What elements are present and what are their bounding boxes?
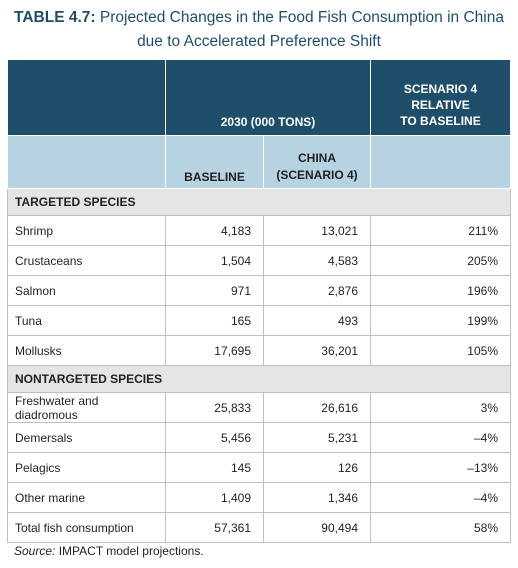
header-cell — [7, 135, 166, 189]
value-cell: 17,695 — [165, 335, 264, 366]
header-cell: 2030 (000 TONS) — [165, 60, 371, 136]
section-row: TARGETED SPECIES — [7, 188, 511, 216]
header-line: RELATIVE — [411, 98, 470, 112]
section-row: NONTARGETED SPECIES — [7, 365, 511, 393]
value-cell: –13% — [370, 452, 511, 483]
row-label: Other marine — [7, 482, 166, 513]
value-cell: 5,456 — [165, 422, 264, 453]
source-label: Source: — [14, 544, 56, 558]
header-cell — [7, 60, 166, 136]
value-cell: 90,494 — [263, 512, 371, 543]
source-note: Source: IMPACT model projections. — [14, 544, 204, 558]
row-label: Demersals — [7, 422, 166, 453]
header-line: CHINA — [298, 151, 336, 165]
row-label: Crustaceans — [7, 245, 166, 276]
title-text: Projected Changes in the Food Fish Consu… — [99, 9, 504, 50]
value-cell: 2,876 — [263, 275, 371, 306]
header-cell — [370, 135, 511, 189]
section-name: TARGETED SPECIES — [7, 188, 511, 216]
row-label: Freshwater and diadromous — [7, 392, 166, 423]
header-cell: CHINA (SCENARIO 4) — [263, 135, 371, 189]
row-label: Tuna — [7, 305, 166, 336]
value-cell: –4% — [370, 482, 511, 513]
value-cell: 5,231 — [263, 422, 371, 453]
data-row: Crustaceans 1,504 4,583 205% — [7, 245, 511, 276]
value-cell: 4,583 — [263, 245, 371, 276]
data-row: Shrimp 4,183 13,021 211% — [7, 215, 511, 246]
data-row: Mollusks 17,695 36,201 105% — [7, 335, 511, 366]
value-cell: 493 — [263, 305, 371, 336]
value-cell: –4% — [370, 422, 511, 453]
value-cell: 3% — [370, 392, 511, 423]
value-cell: 26,616 — [263, 392, 371, 423]
data-row: Tuna 165 493 199% — [7, 305, 511, 336]
subheader-row: BASELINE CHINA (SCENARIO 4) — [7, 135, 511, 189]
data-row: Salmon 971 2,876 196% — [7, 275, 511, 306]
value-cell: 1,409 — [165, 482, 264, 513]
value-cell: 196% — [370, 275, 511, 306]
value-cell: 1,346 — [263, 482, 371, 513]
header-cell: BASELINE — [165, 135, 264, 189]
data-row: Freshwater and diadromous 25,833 26,616 3% — [7, 392, 511, 423]
value-cell: 165 — [165, 305, 264, 336]
row-label: Salmon — [7, 275, 166, 306]
table-label: TABLE 4.7: — [14, 9, 96, 26]
value-cell: 25,833 — [165, 392, 264, 423]
value-cell: 4,183 — [165, 215, 264, 246]
row-label: Pelagics — [7, 452, 166, 483]
header-line: SCENARIO 4 — [403, 82, 478, 96]
header-line: (SCENARIO 4) — [276, 168, 358, 182]
value-cell: 126 — [263, 452, 371, 483]
value-cell: 57,361 — [165, 512, 264, 543]
data-row: Other marine 1,409 1,346 –4% — [7, 482, 511, 513]
value-cell: 199% — [370, 305, 511, 336]
source-text: IMPACT model projections. — [58, 544, 204, 558]
data-row: Demersals 5,456 5,231 –4% — [7, 422, 511, 453]
value-cell: 105% — [370, 335, 511, 366]
data-row: Total fish consumption 57,361 90,494 58% — [7, 512, 511, 543]
row-label: Shrimp — [7, 215, 166, 246]
row-label: Total fish consumption — [7, 512, 166, 543]
value-cell: 13,021 — [263, 215, 371, 246]
header-cell: SCENARIO 4 RELATIVE TO BASELINE — [370, 60, 511, 136]
data-table: 2030 (000 TONS) SCENARIO 4 RELATIVE TO BAS… — [7, 60, 511, 543]
row-label: Mollusks — [7, 335, 166, 366]
header-row: 2030 (000 TONS) SCENARIO 4 RELATIVE TO BAS… — [7, 60, 511, 136]
value-cell: 971 — [165, 275, 264, 306]
value-cell: 211% — [370, 215, 511, 246]
value-cell: 36,201 — [263, 335, 371, 366]
value-cell: 205% — [370, 245, 511, 276]
value-cell: 145 — [165, 452, 264, 483]
value-cell: 58% — [370, 512, 511, 543]
section-name: NONTARGETED SPECIES — [7, 365, 511, 393]
table-title: TABLE 4.7: Projected Changes in the Food… — [7, 6, 511, 54]
data-row: Pelagics 145 126 –13% — [7, 452, 511, 483]
value-cell: 1,504 — [165, 245, 264, 276]
header-line: TO BASELINE — [400, 114, 481, 128]
